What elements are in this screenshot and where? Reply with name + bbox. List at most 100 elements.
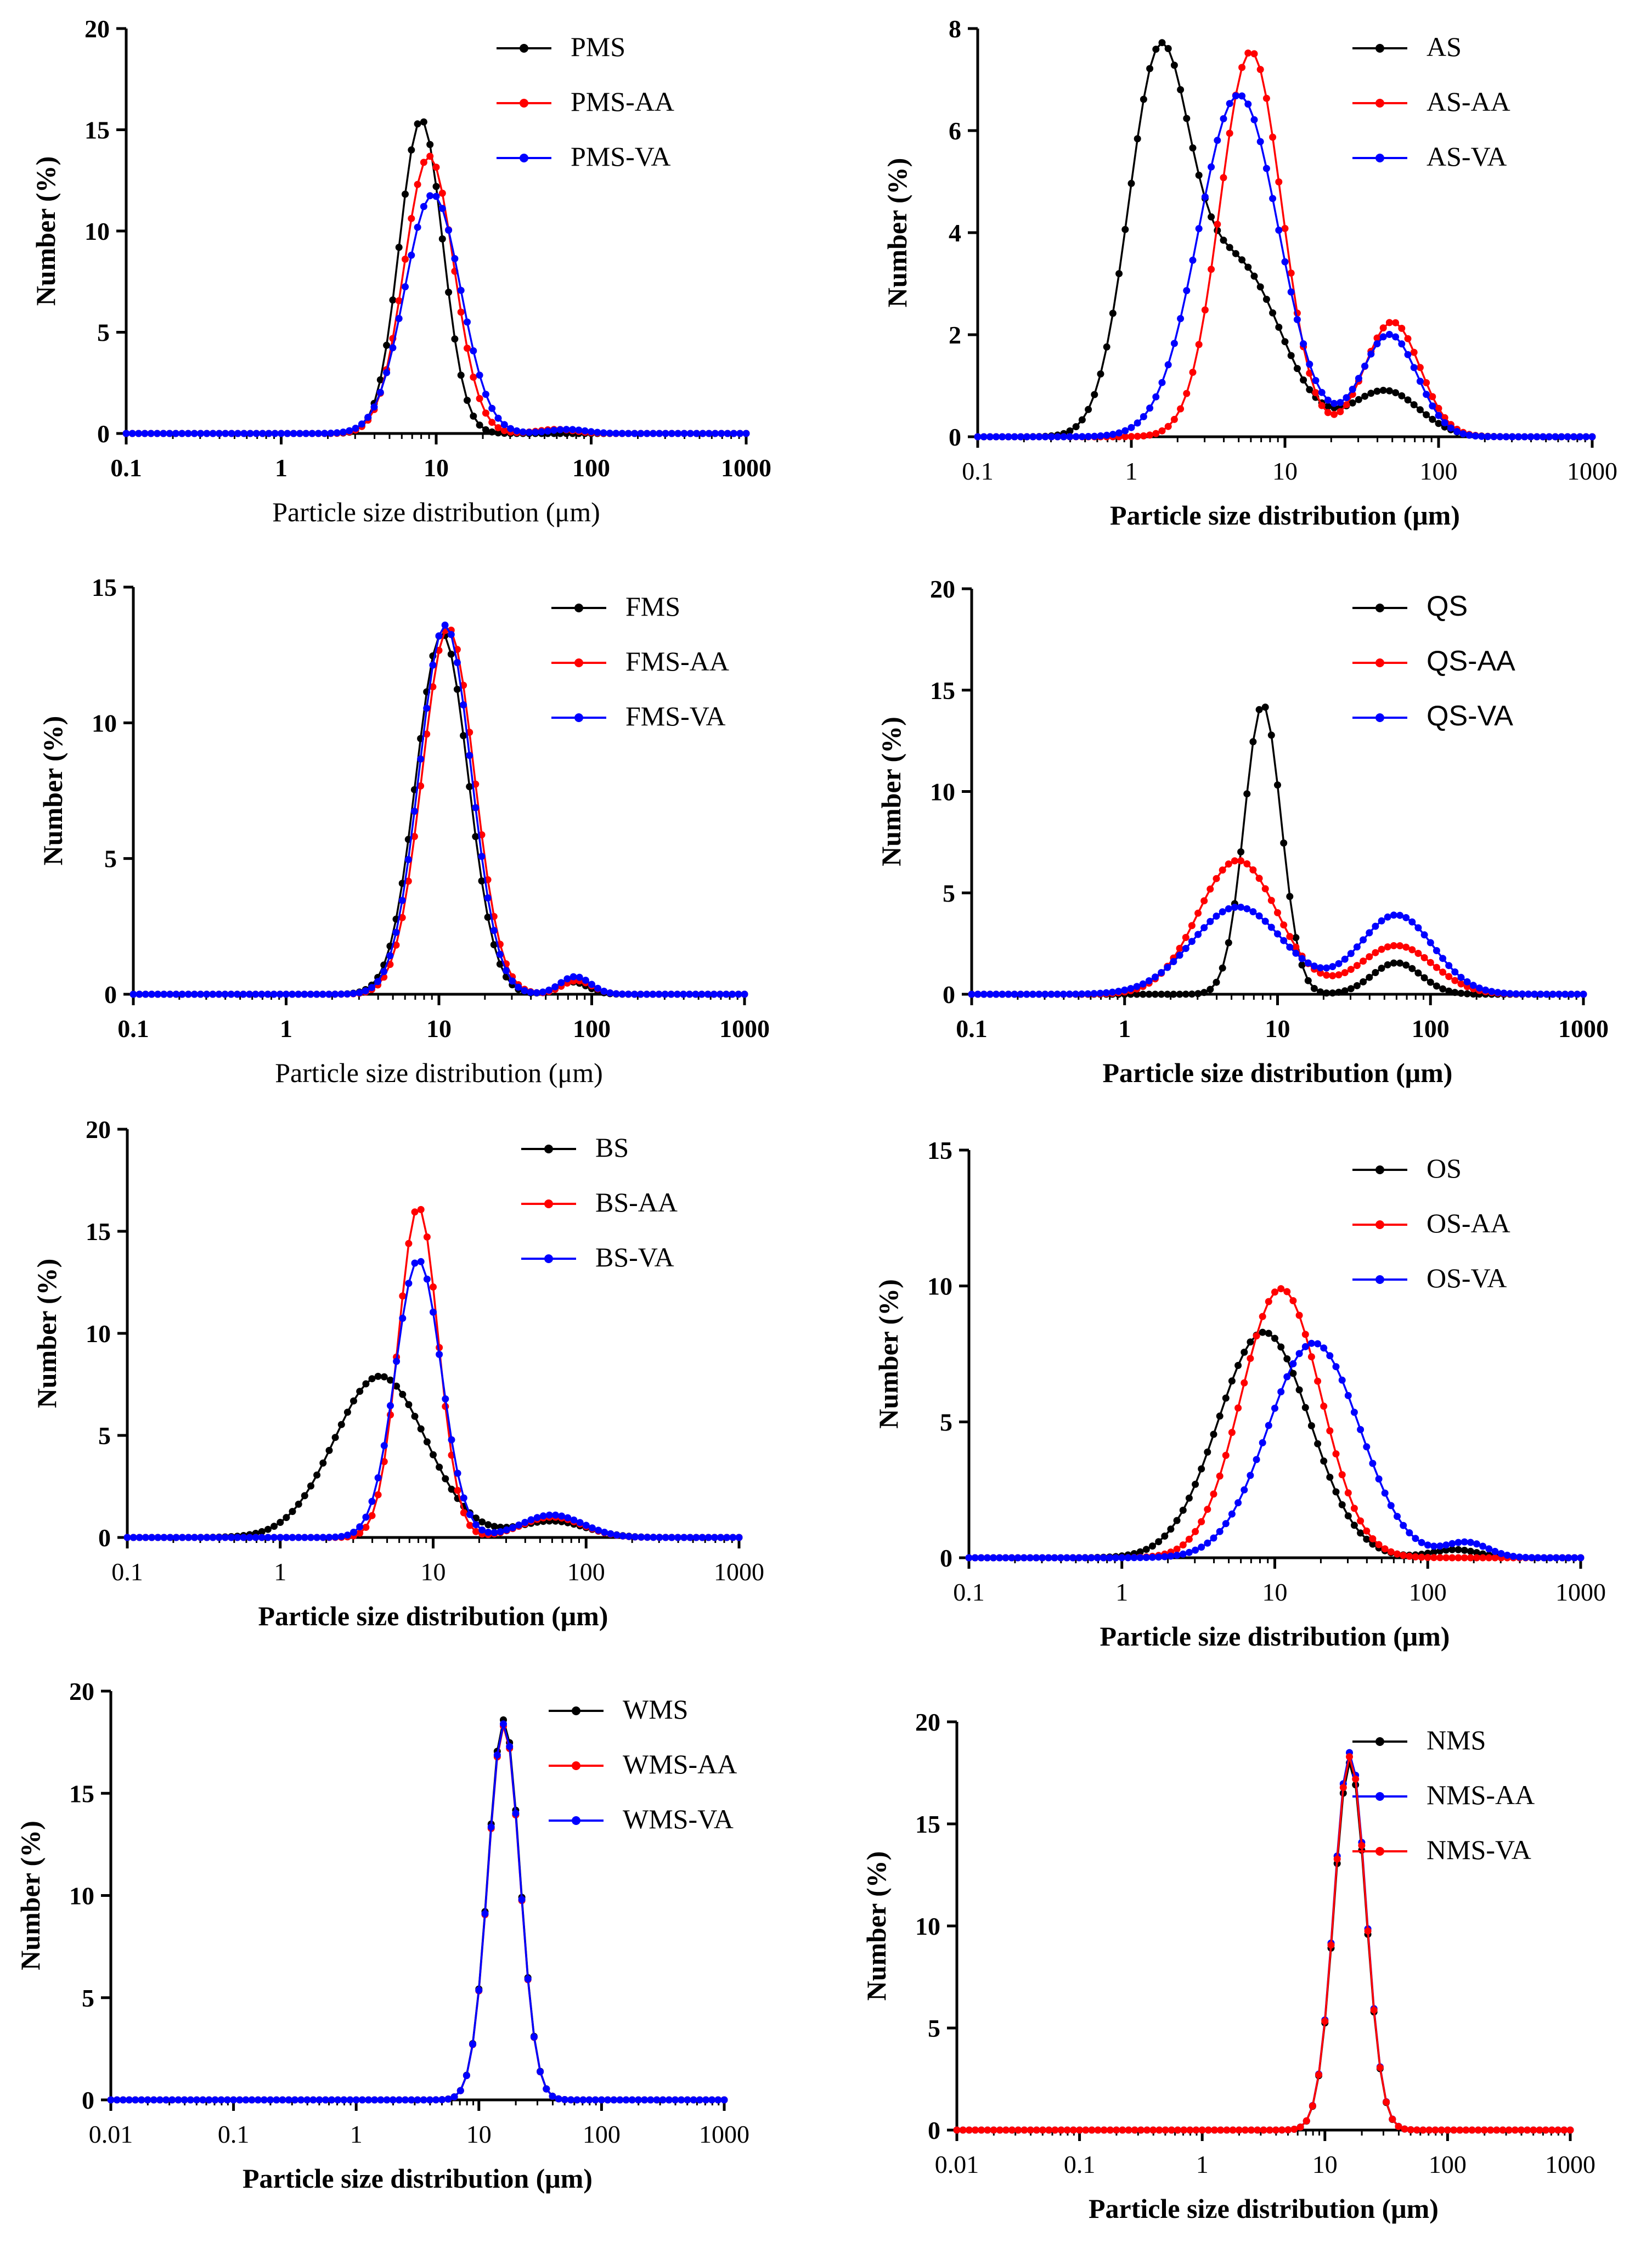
data-point [1247,1472,1254,1479]
data-point [1372,922,1379,930]
data-point [644,1534,651,1541]
data-point [469,2041,477,2048]
series-line [969,1342,1581,1559]
data-point [618,430,626,437]
data-point [1267,923,1275,931]
data-point [1337,408,1344,415]
x-tick-label: 1000 [719,1015,770,1043]
data-point [370,403,378,411]
data-point [307,990,314,998]
data-point [1423,411,1430,419]
data-point [1213,875,1220,882]
data-point [273,2096,280,2104]
data-point [395,315,403,322]
data-point [678,2096,685,2104]
data-point [1410,348,1418,356]
data-point [337,1421,345,1428]
data-point [308,430,316,437]
data-point [665,2096,673,2104]
data-point [1011,990,1018,998]
data-point [1005,433,1012,441]
data-point [1008,2126,1016,2134]
data-point [1469,982,1477,989]
data-point [1420,954,1428,961]
data-point [1107,2126,1114,2134]
data-point [352,425,359,432]
legend-marker [520,99,528,108]
data-point [1014,1554,1022,1562]
data-point [714,2096,722,2104]
x-tick-label: 100 [583,2120,621,2148]
data-point [600,429,607,437]
data-point [606,430,613,437]
x-tick-label: 10 [1272,457,1298,485]
data-point [420,2096,427,2104]
data-point [1540,1554,1548,1562]
data-point [356,989,363,996]
data-point [228,430,235,437]
data-point [1506,990,1514,998]
data-point [1134,135,1141,143]
data-point [209,990,217,998]
data-point [650,1534,657,1541]
y-tick-label: 2 [949,321,961,349]
data-point [142,990,149,998]
data-point [321,430,329,437]
data-point [1158,427,1166,435]
data-point [1318,402,1326,409]
data-point [1152,990,1159,998]
data-point [328,2096,335,2104]
data-point [228,1534,235,1541]
data-point [1164,45,1172,52]
data-point [484,1529,492,1536]
x-tick-label: 0.1 [218,2120,250,2148]
data-point [414,120,421,128]
data-point [980,990,988,998]
data-point [1508,433,1516,441]
data-point [513,427,521,435]
data-point [720,2096,728,2104]
data-point [569,426,577,433]
data-point [996,1554,1003,1562]
data-point [1210,1490,1217,1498]
data-point [1143,2126,1151,2134]
data-point [533,1514,541,1522]
data-point [199,2096,207,2104]
data-point [1292,943,1300,951]
data-point [414,2096,421,2104]
data-point [432,164,440,171]
data-point [346,427,353,435]
data-point [1576,433,1584,441]
data-point [518,1896,526,1903]
data-point [1222,1451,1230,1459]
data-point [1219,964,1226,972]
data-point [1113,2126,1120,2134]
data-point [1192,2126,1200,2134]
data-point [1445,973,1453,981]
data-point [1173,1545,1181,1553]
series-line [133,629,745,995]
data-point [1414,950,1422,957]
data-point [430,1283,437,1291]
data-point [1499,2126,1507,2134]
data-point [631,990,638,998]
data-point [399,1315,407,1322]
data-point [1206,985,1214,993]
data-point [362,1513,370,1521]
y-tick-label: 0 [949,423,961,451]
x-tick-label: 1 [1118,1015,1131,1043]
data-point [395,297,403,305]
data-point [1090,990,1098,998]
data-point [1524,2126,1531,2134]
data-point [1454,1546,1462,1553]
series-os [965,1328,1585,1562]
data-point [1561,990,1569,998]
data-point [463,2072,470,2080]
data-point [612,430,620,437]
data-point [1078,433,1086,441]
data-point [1427,959,1434,966]
data-point [1130,1554,1138,1562]
data-point [1078,416,1086,424]
data-point [1185,1535,1193,1543]
data-point [1326,1473,1334,1481]
